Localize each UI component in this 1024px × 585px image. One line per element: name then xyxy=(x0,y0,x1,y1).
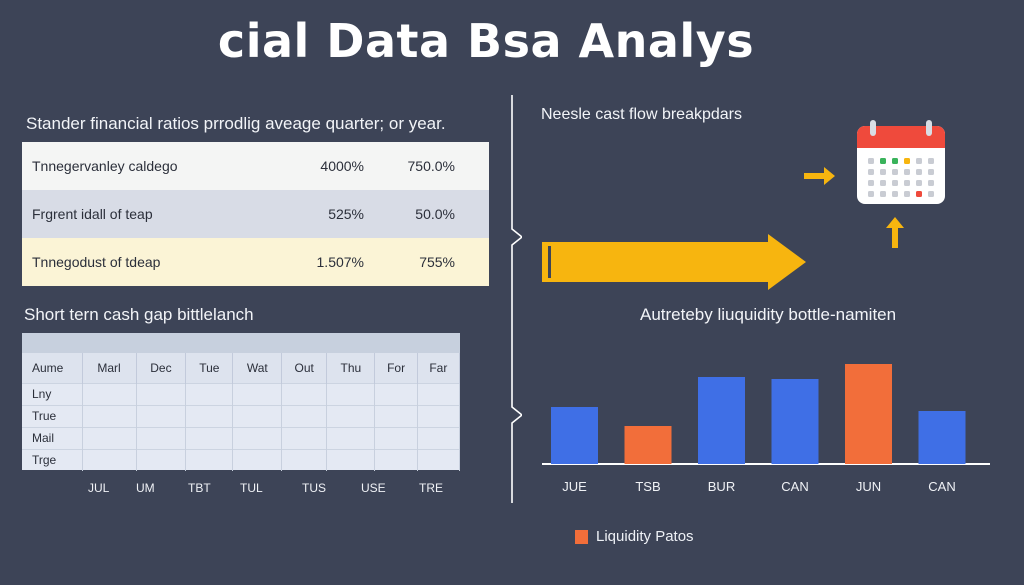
arrow-up-icon xyxy=(886,217,904,248)
grid-cell xyxy=(232,448,283,471)
month-label: TUL xyxy=(240,481,263,495)
section-divider xyxy=(511,95,522,503)
ratios-table: Tnnegervanley caldego 4000% 750.0% Frgre… xyxy=(22,142,489,286)
ratios-heading: Stander financial ratios prrodlig aveage… xyxy=(26,114,446,133)
cash-gap-grid: Aume Marl Dec Tue Wat Out Thu For Far Lny True Mai… xyxy=(22,333,461,471)
grid-cell xyxy=(326,404,376,427)
bar-tsb-1 xyxy=(624,426,672,464)
cash-flow-heading: Neesle cast flow breakpdars xyxy=(541,106,742,123)
grid-row: Trge xyxy=(22,448,461,471)
grid-cell xyxy=(185,448,234,471)
ratio-value-a: 525% xyxy=(328,206,364,222)
grid-cell xyxy=(232,404,283,427)
month-label: TUS xyxy=(302,481,326,495)
grid-column-header: Out xyxy=(281,353,328,383)
ratio-value-b: 750.0% xyxy=(407,158,455,174)
month-label: JUL xyxy=(88,481,110,495)
grid-row: Lny xyxy=(22,382,461,405)
month-label: TRE xyxy=(419,481,443,495)
x-tick-label: JUN xyxy=(856,479,881,494)
x-tick-label: TSB xyxy=(635,479,660,494)
grid-cell xyxy=(232,382,283,405)
month-label: USE xyxy=(361,481,386,495)
cash-gap-heading: Short tern cash gap bittlelanch xyxy=(24,305,254,324)
ratio-value-a: 1.507% xyxy=(316,254,364,270)
month-label: UM xyxy=(136,481,155,495)
grid-column-header: Thu xyxy=(326,353,376,383)
grid-cell xyxy=(417,426,461,449)
grid-cell xyxy=(136,404,187,427)
grid-cell xyxy=(136,448,187,471)
grid-cell xyxy=(417,448,461,471)
x-tick-label: CAN xyxy=(781,479,808,494)
grid-cell xyxy=(185,382,234,405)
grid-cell xyxy=(417,382,461,405)
month-label: TBT xyxy=(188,481,211,495)
grid-cell xyxy=(281,448,328,471)
grid-cell xyxy=(82,404,137,427)
arrow-right-icon xyxy=(542,234,806,290)
grid-cell xyxy=(326,426,376,449)
grid-column-header: For xyxy=(374,353,418,383)
x-tick-label: CAN xyxy=(928,479,955,494)
bar-jun-4 xyxy=(845,364,892,464)
grid-column-header: Far xyxy=(417,353,461,383)
grid-row: Mail xyxy=(22,426,461,449)
grid-cell xyxy=(82,448,137,471)
grid-column-header: Aume xyxy=(22,353,83,383)
grid-cell xyxy=(326,448,376,471)
grid-cell xyxy=(82,426,137,449)
grid-column-header: Marl xyxy=(82,353,137,383)
ratio-row: Tnnegodust of tdeap 1.507% 755% xyxy=(22,238,489,286)
grid-cell xyxy=(281,404,328,427)
grid-row-label: Mail xyxy=(22,426,83,449)
grid-row-label: True xyxy=(22,404,83,427)
page-title: cial Data Bsa Analys xyxy=(217,14,755,68)
chart-legend: Liquidity Patos xyxy=(575,528,694,545)
x-tick-label: JUE xyxy=(562,479,587,494)
ratio-value-b: 755% xyxy=(419,254,455,270)
grid-cell xyxy=(281,426,328,449)
grid-cell xyxy=(136,426,187,449)
bar-can-5 xyxy=(918,411,966,464)
grid-cell xyxy=(82,382,137,405)
ratio-label: Tnnegodust of tdeap xyxy=(32,254,161,270)
ratio-label: Frgrent idall of teap xyxy=(32,206,153,222)
legend-swatch xyxy=(575,529,588,544)
chart-title: Autreteby liuquidity bottle-namiten xyxy=(640,305,897,324)
bar-bur-2 xyxy=(698,377,745,464)
grid-cell xyxy=(232,426,283,449)
grid-column-header: Wat xyxy=(232,353,283,383)
arrow-right-icon xyxy=(804,167,835,185)
x-tick-label: BUR xyxy=(708,479,735,494)
grid-cell xyxy=(185,404,234,427)
grid-row-label: Trge xyxy=(22,448,83,471)
grid-header-row: Aume Marl Dec Tue Wat Out Thu For Far xyxy=(22,353,461,383)
grid-cell xyxy=(417,404,461,427)
ratio-value-b: 50.0% xyxy=(415,206,455,222)
ratio-label: Tnnegervanley caldego xyxy=(32,158,178,174)
legend-label: Liquidity Patos xyxy=(596,528,694,545)
grid-row: True xyxy=(22,404,461,427)
ratio-value-a: 4000% xyxy=(320,158,364,174)
grid-cell xyxy=(374,448,418,471)
grid-cell xyxy=(374,404,418,427)
grid-row-label: Lny xyxy=(22,382,83,405)
grid-cell xyxy=(374,382,418,405)
bar-can-3 xyxy=(771,379,819,464)
ratio-row: Frgrent idall of teap 525% 50.0% xyxy=(22,190,489,238)
grid-column-header: Tue xyxy=(185,353,234,383)
calendar-icon xyxy=(857,120,945,204)
liquidity-bar-chart: JUE TSB BUR CAN JUN CAN xyxy=(542,364,990,494)
grid-cell xyxy=(374,426,418,449)
grid-cell xyxy=(185,426,234,449)
grid-cell xyxy=(326,382,376,405)
grid-column-header: Dec xyxy=(136,353,187,383)
bar-jue-0 xyxy=(551,407,598,464)
grid-cell xyxy=(136,382,187,405)
grid-cell xyxy=(281,382,328,405)
ratio-row: Tnnegervanley caldego 4000% 750.0% xyxy=(22,142,489,190)
